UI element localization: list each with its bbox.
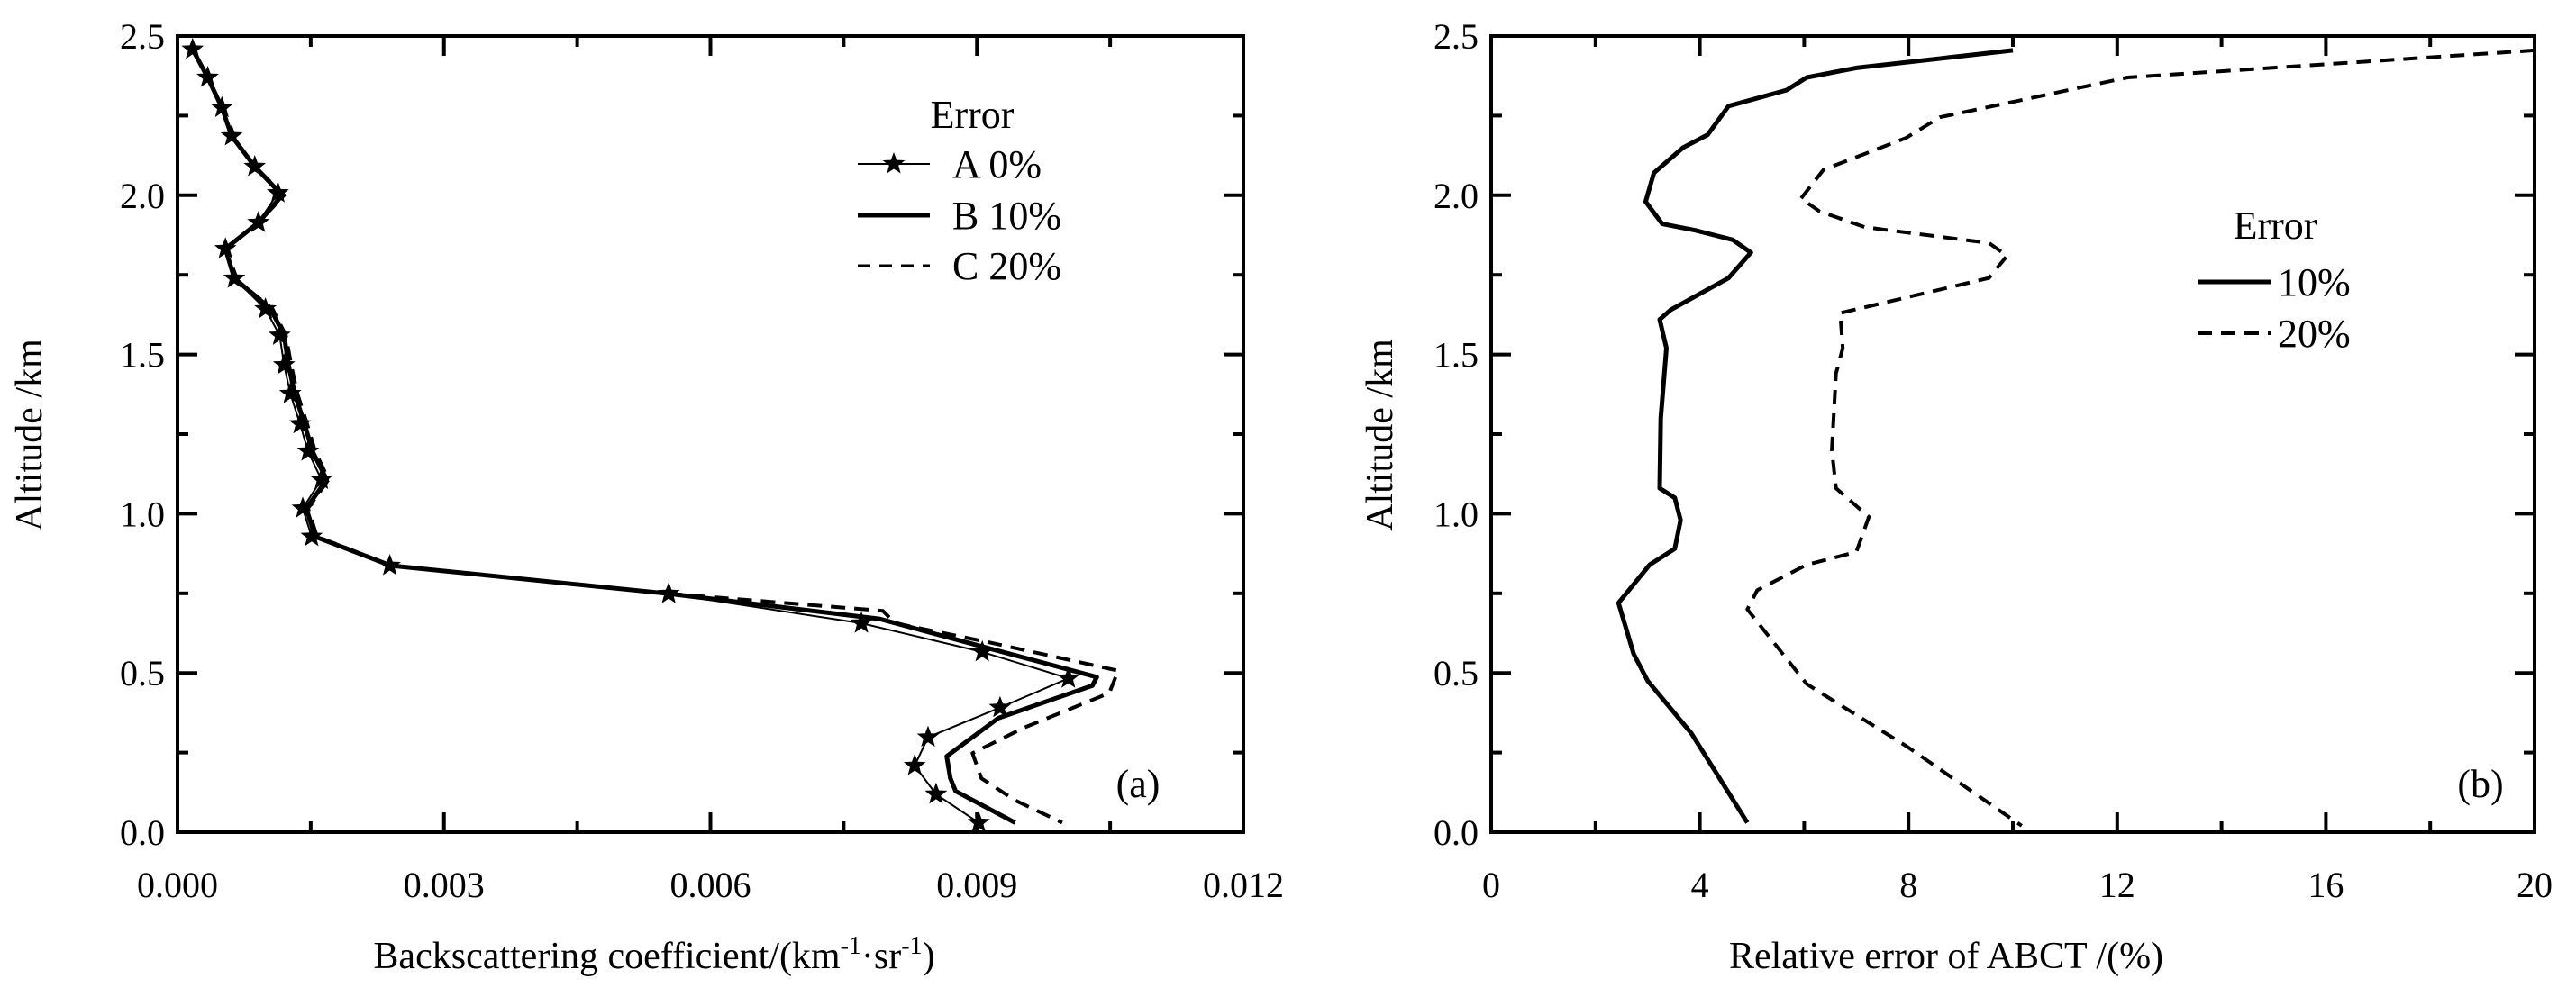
y-tick-label: 1.5 <box>1434 335 1479 376</box>
panel-b-label: (b) <box>2457 762 2503 806</box>
x-tick-label: 0.003 <box>404 865 485 905</box>
legend-label-c: C 20% <box>952 244 1061 288</box>
legend-label-b: B 10% <box>952 194 1061 238</box>
y-tick-label: 0.0 <box>120 812 165 853</box>
series-b-10--line <box>190 48 1099 825</box>
y-tick-label: 2.0 <box>120 176 165 216</box>
x-tick-label: 0.006 <box>670 865 751 905</box>
panel-b-ticks <box>1489 34 2536 834</box>
y-tick-label: 2.0 <box>1434 176 1479 216</box>
panel-a-x-axis-title: Backscattering coefficient/(km-1·sr-1) <box>373 932 934 977</box>
star-marker <box>296 440 320 461</box>
y-tick-label: 0.0 <box>1434 812 1479 853</box>
panel-b: 0 4 8 12 16 20 0.0 0.5 1.0 1.5 2.0 2.5 Relative err… <box>1360 16 2553 977</box>
y-tick-label: 0.5 <box>120 653 165 693</box>
x-tick-label: 0 <box>1482 865 1500 905</box>
x-tick-label: 8 <box>1899 865 1917 905</box>
x-tick-label: 0.012 <box>1203 865 1284 905</box>
star-marker <box>988 695 1012 718</box>
panel-b-legend: Error 10% 20% <box>2198 204 2351 356</box>
panel-a-ticks <box>176 34 1245 834</box>
panel-a-tick-labels: 0.000 0.003 0.006 0.009 0.012 0.0 0.5 1.0 1.5 2.0… <box>120 16 1284 905</box>
legend-label-10: 10% <box>2278 260 2351 304</box>
panel-a-y-axis-title: Altitude /km <box>9 339 50 531</box>
series-10--line <box>1616 48 2014 824</box>
y-tick-label: 1.0 <box>120 494 165 534</box>
x-tick-label: 0.009 <box>936 865 1017 905</box>
series-a-0--line <box>191 49 1070 824</box>
x-tick-label: 0.000 <box>137 865 218 905</box>
legend-title: Error <box>931 93 1015 137</box>
x-tick-label: 16 <box>2307 865 2344 905</box>
star-marker <box>300 524 323 547</box>
legend-label-a: A 0% <box>952 142 1042 186</box>
panel-b-series <box>1616 48 2535 828</box>
panel-a: 0.000 0.003 0.006 0.009 0.012 0.0 0.5 1.0 1.5 2.0… <box>9 16 1284 977</box>
star-marker <box>310 467 333 490</box>
series-c-20--line <box>191 48 1120 825</box>
legend-star-icon <box>882 152 906 174</box>
x-tick-label: 12 <box>2099 865 2135 905</box>
star-marker <box>269 323 291 345</box>
panel-a-legend: Error A 0% B 10% C 20% <box>858 93 1061 288</box>
series-20--line <box>1745 48 2535 828</box>
star-marker <box>850 612 873 633</box>
x-tick-label: 4 <box>1691 865 1709 905</box>
star-marker <box>924 782 948 804</box>
star-marker <box>272 353 296 375</box>
y-tick-label: 2.5 <box>120 16 165 57</box>
star-marker <box>1057 666 1080 688</box>
star-marker <box>288 412 312 434</box>
legend-title: Error <box>2234 204 2317 248</box>
panel-a-frame <box>176 34 1245 834</box>
y-tick-label: 1.5 <box>120 335 165 376</box>
star-marker <box>970 639 994 662</box>
star-marker <box>278 382 302 403</box>
legend-label-20: 20% <box>2278 312 2351 356</box>
panel-b-tick-labels: 0 4 8 12 16 20 0.0 0.5 1.0 1.5 2.0 2.5 <box>1434 16 2553 905</box>
star-marker <box>916 725 940 748</box>
panel-b-x-axis-title: Relative error of ABCT /(%) <box>1729 936 2163 977</box>
star-marker <box>291 496 314 518</box>
star-marker <box>254 297 277 319</box>
star-marker <box>903 754 926 775</box>
star-marker <box>181 37 205 59</box>
y-tick-label: 1.0 <box>1434 494 1479 534</box>
x-tick-label: 20 <box>2517 865 2553 905</box>
panel-b-frame <box>1489 34 2536 834</box>
panel-b-y-axis-title: Altitude /km <box>1360 339 1401 531</box>
y-tick-label: 0.5 <box>1434 653 1479 693</box>
panel-a-label: (a) <box>1116 762 1161 806</box>
y-tick-label: 2.5 <box>1434 16 1479 57</box>
